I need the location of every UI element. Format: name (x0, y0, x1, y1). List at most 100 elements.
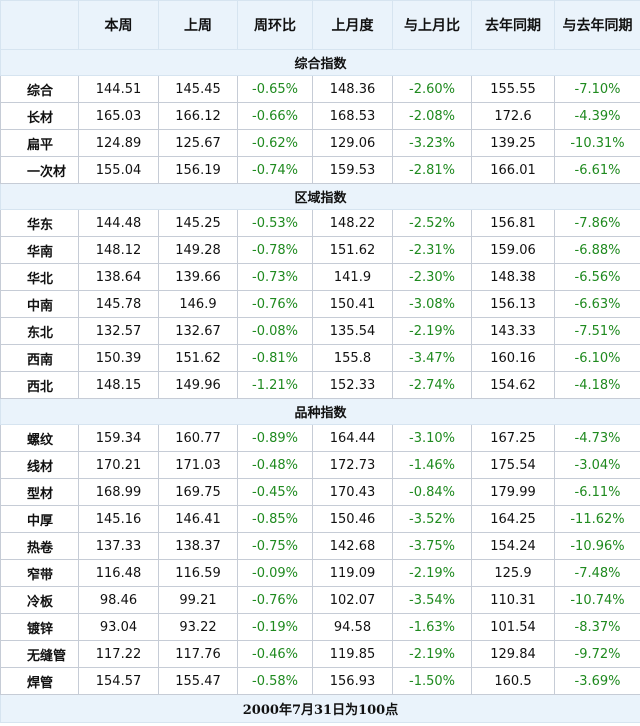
cell-last-week: 169.75 (158, 478, 238, 506)
cell-last-week: 151.62 (158, 344, 238, 372)
table-row: 窄带 116.48 116.59 -0.09% 119.09 -2.19% 125.9 -7.… (0, 559, 640, 587)
table-row: 线材 170.21 171.03 -0.48% 172.73 -1.46% 175.54 -3… (0, 451, 640, 479)
cell-last-year: 160.5 (471, 667, 555, 695)
cell-month-change: -2.31% (392, 236, 472, 264)
cell-month-change: -2.19% (392, 317, 472, 345)
table-row: 螺纹 159.34 160.77 -0.89% 164.44 -3.10% 167.25 -4… (0, 424, 640, 452)
cell-last-month: 168.53 (312, 102, 393, 130)
cell-last-week: 171.03 (158, 451, 238, 479)
cell-last-year: 159.06 (471, 236, 555, 264)
cell-this-week: 154.57 (78, 667, 159, 695)
cell-this-week: 124.89 (78, 129, 159, 157)
cell-this-week: 148.15 (78, 371, 159, 399)
cell-last-week: 138.37 (158, 532, 238, 560)
cell-last-month: 164.44 (312, 424, 393, 452)
cell-last-year: 160.16 (471, 344, 555, 372)
cell-month-change: -3.75% (392, 532, 472, 560)
table-row: 中厚 145.16 146.41 -0.85% 150.46 -3.52% 164.25 -1… (0, 505, 640, 533)
cell-week-change: -0.45% (237, 478, 313, 506)
cell-last-year: 156.13 (471, 290, 555, 318)
table-row: 西北 148.15 149.96 -1.21% 152.33 -2.74% 154.62 -4… (0, 371, 640, 399)
cell-year-change: -6.10% (554, 344, 640, 372)
footer-row: 2000年7月31日为100点 (0, 694, 640, 723)
cell-year-change: -4.39% (554, 102, 640, 130)
header-month-change: 与上月比 (392, 0, 472, 50)
section-header-row: 区域指数 (0, 183, 640, 210)
cell-row-name: 华东 (0, 209, 79, 237)
cell-row-name: 线材 (0, 451, 79, 479)
cell-week-change: -0.58% (237, 667, 313, 695)
cell-month-change: -3.52% (392, 505, 472, 533)
cell-this-week: 150.39 (78, 344, 159, 372)
cell-this-week: 93.04 (78, 613, 159, 641)
cell-last-month: 102.07 (312, 586, 393, 614)
table-row: 中南 145.78 146.9 -0.76% 150.41 -3.08% 156.13 -6.… (0, 290, 640, 318)
table-row: 型材 168.99 169.75 -0.45% 170.43 -0.84% 179.99 -6… (0, 478, 640, 506)
cell-week-change: -1.21% (237, 371, 313, 399)
cell-last-week: 146.41 (158, 505, 238, 533)
cell-year-change: -7.10% (554, 75, 640, 103)
cell-last-week: 117.76 (158, 640, 238, 668)
cell-year-change: -10.96% (554, 532, 640, 560)
table-row: 华北 138.64 139.66 -0.73% 141.9 -2.30% 148.38 -6.… (0, 263, 640, 291)
cell-last-week: 155.47 (158, 667, 238, 695)
cell-week-change: -0.46% (237, 640, 313, 668)
cell-month-change: -2.52% (392, 209, 472, 237)
cell-last-month: 135.54 (312, 317, 393, 345)
cell-last-week: 166.12 (158, 102, 238, 130)
table-row: 综合 144.51 145.45 -0.65% 148.36 -2.60% 155.55 -7… (0, 75, 640, 103)
cell-last-week: 146.9 (158, 290, 238, 318)
cell-month-change: -2.08% (392, 102, 472, 130)
cell-this-week: 137.33 (78, 532, 159, 560)
cell-last-month: 172.73 (312, 451, 393, 479)
table-row: 焊管 154.57 155.47 -0.58% 156.93 -1.50% 160.5 -3.… (0, 667, 640, 695)
cell-week-change: -0.09% (237, 559, 313, 587)
cell-last-year: 164.25 (471, 505, 555, 533)
section-header-row: 综合指数 (0, 49, 640, 76)
cell-row-name: 华南 (0, 236, 79, 264)
cell-row-name: 东北 (0, 317, 79, 345)
cell-last-week: 116.59 (158, 559, 238, 587)
cell-row-name: 无缝管 (0, 640, 79, 668)
cell-last-month: 119.85 (312, 640, 393, 668)
cell-this-week: 138.64 (78, 263, 159, 291)
cell-week-change: -0.76% (237, 290, 313, 318)
cell-last-year: 156.81 (471, 209, 555, 237)
cell-month-change: -3.47% (392, 344, 472, 372)
cell-year-change: -6.11% (554, 478, 640, 506)
cell-last-week: 160.77 (158, 424, 238, 452)
cell-row-name: 华北 (0, 263, 79, 291)
cell-this-week: 132.57 (78, 317, 159, 345)
cell-week-change: -0.78% (237, 236, 313, 264)
cell-row-name: 中厚 (0, 505, 79, 533)
cell-row-name: 扁平 (0, 129, 79, 157)
cell-last-month: 148.36 (312, 75, 393, 103)
cell-week-change: -0.19% (237, 613, 313, 641)
cell-last-week: 132.67 (158, 317, 238, 345)
header-this-week: 本周 (78, 0, 159, 50)
cell-last-year: 179.99 (471, 478, 555, 506)
cell-week-change: -0.81% (237, 344, 313, 372)
section-title: 综合指数 (0, 49, 640, 76)
cell-this-week: 159.34 (78, 424, 159, 452)
cell-this-week: 144.48 (78, 209, 159, 237)
cell-year-change: -3.69% (554, 667, 640, 695)
cell-year-change: -6.56% (554, 263, 640, 291)
cell-year-change: -10.31% (554, 129, 640, 157)
cell-this-week: 144.51 (78, 75, 159, 103)
cell-month-change: -2.60% (392, 75, 472, 103)
cell-last-week: 149.28 (158, 236, 238, 264)
cell-week-change: -0.74% (237, 156, 313, 184)
cell-last-week: 139.66 (158, 263, 238, 291)
cell-this-week: 155.04 (78, 156, 159, 184)
cell-month-change: -3.08% (392, 290, 472, 318)
cell-year-change: -7.86% (554, 209, 640, 237)
cell-this-week: 145.16 (78, 505, 159, 533)
cell-last-week: 145.25 (158, 209, 238, 237)
cell-month-change: -1.46% (392, 451, 472, 479)
cell-row-name: 螺纹 (0, 424, 79, 452)
table-row: 一次材 155.04 156.19 -0.74% 159.53 -2.81% 166.01-… (0, 156, 640, 184)
cell-year-change: -7.48% (554, 559, 640, 587)
cell-year-change: -7.51% (554, 317, 640, 345)
cell-last-month: 151.62 (312, 236, 393, 264)
